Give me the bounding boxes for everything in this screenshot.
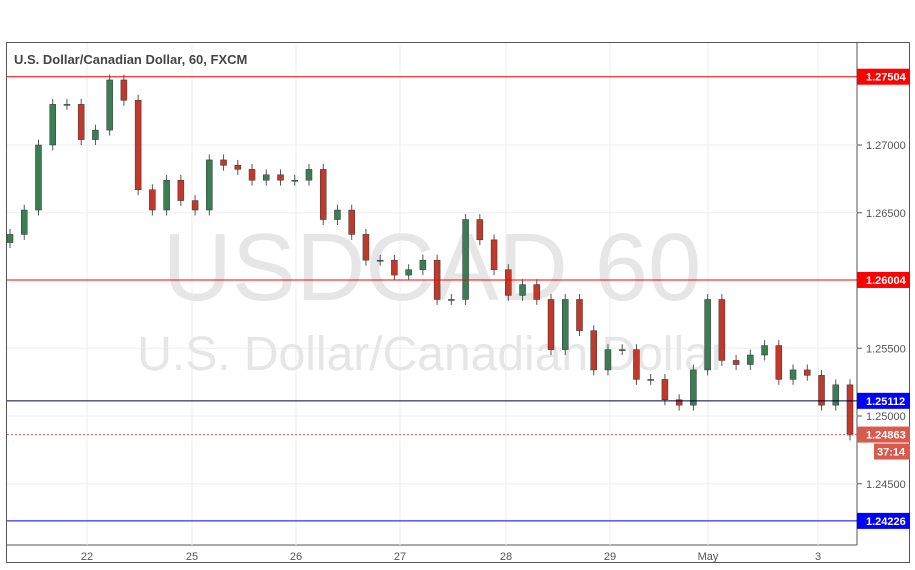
candle-body [376, 259, 384, 262]
x-tick-label: 29 [604, 551, 616, 563]
candle-body [747, 354, 754, 365]
candle-body [220, 159, 227, 166]
y-tick-label: 1.25000 [866, 411, 906, 423]
candle-body [206, 159, 213, 211]
candle-body [547, 299, 555, 350]
candle-body [6, 234, 14, 243]
candle-body [661, 379, 669, 400]
candle-body [704, 299, 711, 371]
y-tick-label: 1.24500 [866, 479, 906, 491]
countdown-bg [874, 443, 910, 460]
candle-body [675, 399, 683, 406]
candle-body [20, 209, 28, 235]
candle-body [92, 129, 99, 140]
candle-body [405, 269, 412, 276]
candle-body [348, 209, 355, 235]
current-price-label: 1.24863 [866, 430, 906, 442]
candle-body [789, 369, 797, 380]
candle-body [191, 200, 199, 211]
candle-body [77, 104, 85, 140]
candle-body [732, 360, 740, 365]
candle-body [476, 219, 484, 241]
level-label-bg [857, 392, 910, 409]
candle-body [134, 100, 142, 190]
x-tick-label: 3 [815, 551, 821, 563]
candle-body [35, 144, 42, 211]
candle-body [106, 79, 113, 131]
candle-body [391, 259, 398, 276]
candle-body [49, 104, 56, 146]
candle-body [319, 169, 327, 220]
candle-body [775, 345, 783, 380]
candle-body [462, 219, 469, 300]
candle-body [277, 174, 284, 181]
candle-body [832, 384, 840, 406]
candle-body [291, 179, 298, 182]
candle-body [120, 79, 128, 101]
candle-body [490, 239, 498, 270]
candle-body [690, 369, 697, 406]
watermark-symbol: USDCAD 60 [163, 214, 702, 321]
candle-body [533, 284, 541, 300]
level-label: 1.26004 [866, 275, 907, 287]
level-label: 1.24226 [866, 516, 906, 528]
candle-body [505, 269, 512, 296]
x-tick-label: 22 [81, 551, 93, 563]
level-label: 1.27504 [866, 72, 907, 84]
candle-body [618, 349, 626, 351]
candle-body [448, 299, 455, 301]
current-price-bg [857, 426, 910, 443]
candle-body [263, 174, 270, 181]
y-tick-label: 1.27000 [866, 140, 906, 152]
chart-frame [6, 42, 910, 563]
x-tick-label: May [698, 551, 719, 563]
candle-body [590, 330, 597, 371]
candle-body [519, 284, 526, 296]
x-tick-label: 27 [394, 551, 406, 563]
candle-body [846, 384, 854, 436]
level-label: 1.25112 [866, 396, 905, 408]
level-label-bg [857, 68, 910, 85]
candle-body [248, 169, 256, 181]
candle-body [647, 379, 654, 381]
chart-title: U.S. Dollar/Canadian Dollar, 60, FXCM [14, 52, 248, 67]
candle-body [604, 349, 612, 371]
candle-body [163, 179, 170, 211]
x-tick-label: 26 [290, 551, 302, 563]
candle-body [576, 299, 583, 331]
candle-body [149, 189, 156, 211]
candle-body [419, 259, 427, 270]
watermark-name: U.S. Dollar/Canadian Dollar [137, 328, 727, 381]
candle-body [234, 165, 242, 170]
level-label-bg [857, 512, 910, 529]
level-label-bg [857, 271, 910, 288]
candle-body [177, 179, 185, 201]
candle-body [362, 234, 370, 261]
candle-body [718, 299, 726, 361]
candle-body [633, 349, 640, 380]
candle-body [761, 345, 768, 356]
candle-body [804, 369, 811, 376]
candle-body [305, 169, 313, 181]
candle-body [63, 104, 71, 106]
x-tick-label: 25 [186, 551, 198, 563]
y-tick-label: 1.26500 [866, 208, 906, 220]
x-tick-label: 28 [500, 551, 512, 563]
candle-body [818, 375, 825, 406]
candle-body [334, 209, 341, 220]
countdown-label: 37:14 [877, 447, 906, 459]
candle-body [562, 299, 569, 350]
y-tick-label: 1.25500 [866, 343, 906, 355]
